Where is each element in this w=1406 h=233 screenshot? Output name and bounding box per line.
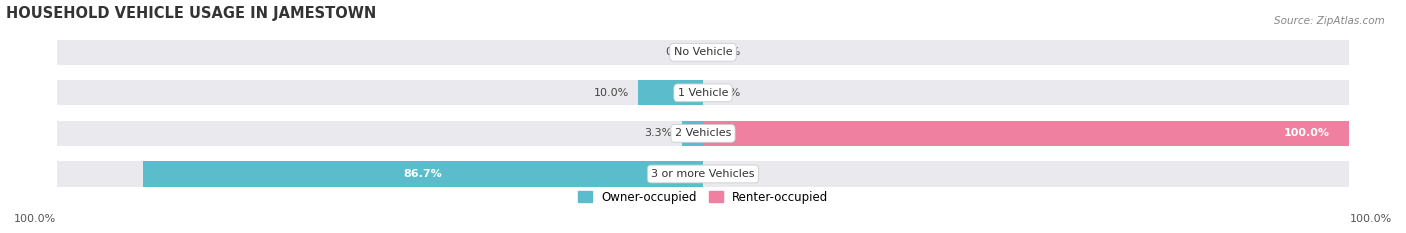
Text: 100.0%: 100.0%: [1284, 128, 1330, 138]
Text: 2 Vehicles: 2 Vehicles: [675, 128, 731, 138]
Bar: [143, 161, 703, 187]
Text: No Vehicle: No Vehicle: [673, 47, 733, 57]
Text: 86.7%: 86.7%: [404, 169, 443, 179]
Text: 3 or more Vehicles: 3 or more Vehicles: [651, 169, 755, 179]
Text: HOUSEHOLD VEHICLE USAGE IN JAMESTOWN: HOUSEHOLD VEHICLE USAGE IN JAMESTOWN: [6, 6, 375, 21]
Text: 0.0%: 0.0%: [713, 88, 741, 98]
Text: 10.0%: 10.0%: [593, 88, 628, 98]
Bar: [703, 80, 1348, 105]
Bar: [58, 40, 703, 65]
Legend: Owner-occupied, Renter-occupied: Owner-occupied, Renter-occupied: [572, 186, 834, 208]
Bar: [703, 121, 1348, 146]
Text: 0.0%: 0.0%: [713, 169, 741, 179]
Text: 0.0%: 0.0%: [713, 47, 741, 57]
Bar: [58, 161, 703, 187]
Bar: [58, 80, 703, 105]
Text: 100.0%: 100.0%: [1350, 214, 1392, 224]
Bar: [58, 121, 703, 146]
Bar: [703, 40, 1348, 65]
Text: 1 Vehicle: 1 Vehicle: [678, 88, 728, 98]
Text: 100.0%: 100.0%: [14, 214, 56, 224]
Bar: [638, 80, 703, 105]
Text: Source: ZipAtlas.com: Source: ZipAtlas.com: [1274, 16, 1385, 26]
Text: 3.3%: 3.3%: [644, 128, 672, 138]
Bar: [682, 121, 703, 146]
Bar: [703, 161, 1348, 187]
Bar: [703, 121, 1348, 146]
Text: 0.0%: 0.0%: [665, 47, 693, 57]
